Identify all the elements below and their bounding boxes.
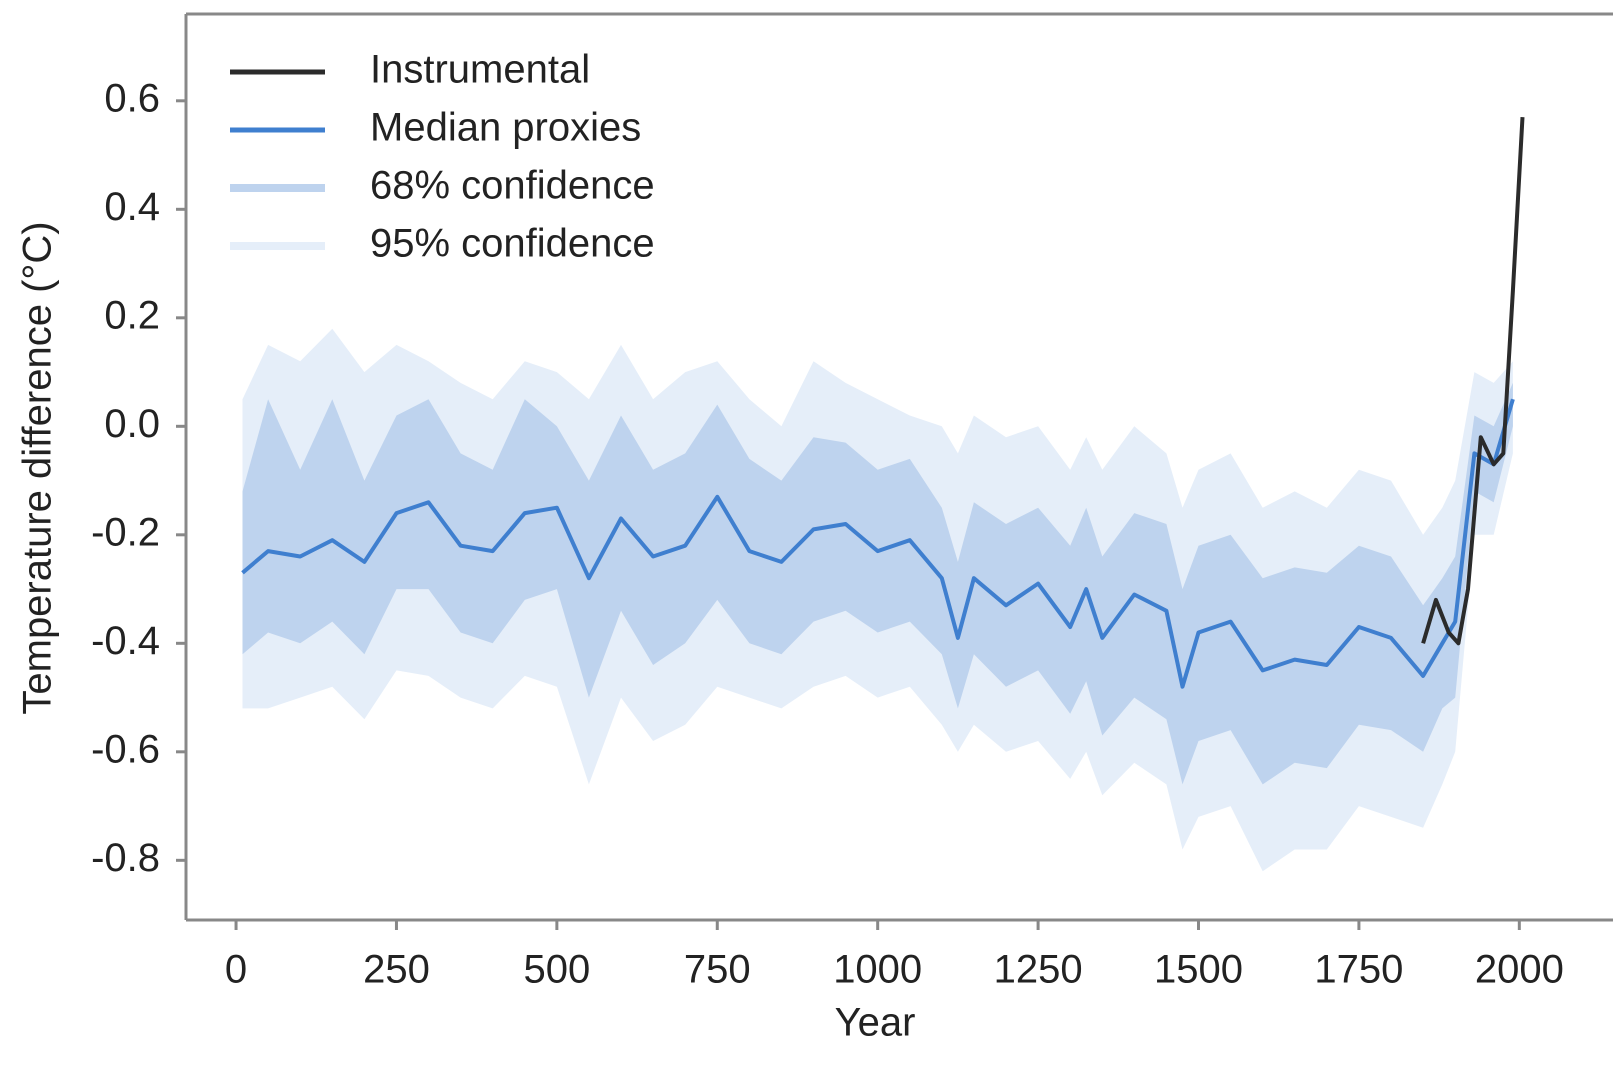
legend-label: 95% confidence [370, 222, 655, 266]
x-tick-label: 0 [225, 948, 247, 992]
legend-label: 68% confidence [370, 164, 655, 208]
x-tick-label: 750 [684, 948, 751, 992]
y-tick-label: 0.4 [104, 185, 160, 229]
x-tick-label: 1750 [1314, 948, 1403, 992]
y-tick-label: 0.6 [104, 76, 160, 120]
y-tick-label: -0.6 [91, 727, 160, 771]
x-tick-label: 1500 [1154, 948, 1243, 992]
y-axis-title: Temperature difference (°C) [16, 221, 60, 714]
legend-label: Median proxies [370, 106, 641, 150]
y-tick-label: -0.4 [91, 619, 160, 663]
legend-label: Instrumental [370, 48, 590, 92]
y-tick-label: 0.2 [104, 293, 160, 337]
y-tick-label: -0.8 [91, 836, 160, 880]
line [1421, 116, 1525, 646]
confidence-band [242, 382, 1513, 785]
x-tick-label: 1000 [833, 948, 922, 992]
x-tick-label: 2000 [1475, 948, 1564, 992]
x-tick-label: 500 [523, 948, 590, 992]
x-axis-title: Year [835, 1001, 916, 1045]
line [241, 398, 1515, 689]
y-tick-label: 0.0 [104, 402, 160, 446]
y-tick-label: -0.2 [91, 510, 160, 554]
x-tick-label: 1250 [994, 948, 1083, 992]
x-tick-label: 250 [363, 948, 430, 992]
bands [242, 328, 1513, 872]
